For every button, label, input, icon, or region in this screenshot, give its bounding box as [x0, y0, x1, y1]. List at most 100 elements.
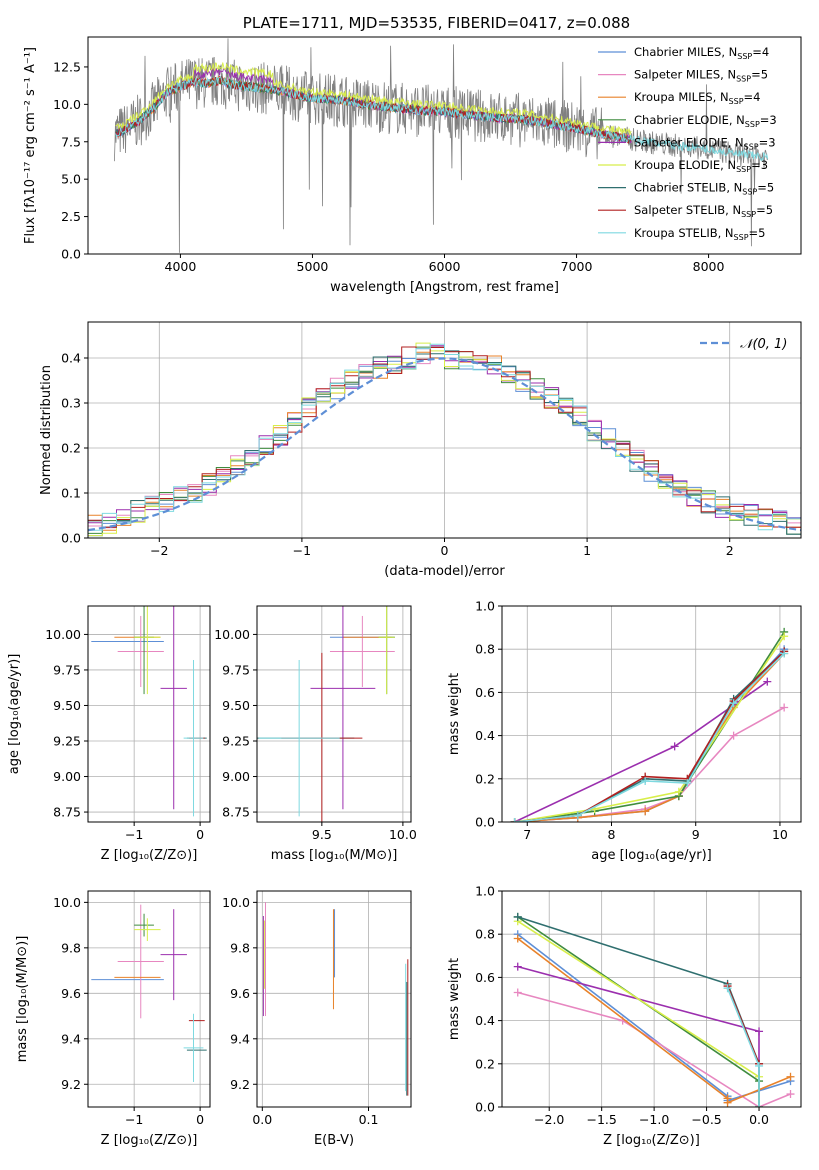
mw_age-ytick-label: 0.2 [475, 771, 495, 786]
mw_age-plot-area [510, 627, 789, 822]
legend-entry-count: =5 [749, 226, 766, 240]
legend-entry: Salpeter MILES, NSSP=5 [634, 68, 768, 84]
age_mass-ytick-label: 9.25 [222, 734, 250, 749]
age_z-xtick-label: 0 [196, 827, 204, 842]
mass-weight-marker [723, 1098, 732, 1107]
mw_z-ytick-label: 0.6 [475, 970, 495, 985]
legend-entry-sub: SSP [734, 233, 749, 242]
mass-weight-line [514, 635, 785, 822]
spectrum-xtick-label: 8000 [693, 259, 725, 274]
mw_age-xtick-label: 10 [772, 827, 788, 842]
spectrum-ytick-label: 12.5 [53, 59, 81, 74]
mass-weight-marker [786, 1072, 795, 1081]
mass_z-ytick-label: 10.0 [53, 895, 81, 910]
mw_age-xtick-label: 8 [608, 827, 616, 842]
legend-entry-count: =5 [756, 203, 773, 217]
mass_ebv-xtick-label: 0.0 [252, 1112, 272, 1127]
legend-entry: Kroupa STELIB, NSSP=5 [634, 226, 765, 242]
mw_z-ytick-label: 0.2 [475, 1056, 495, 1071]
mass_ebv-ytick-label: 9.6 [230, 986, 250, 1001]
mw_age-xlabel: age [log₁₀(age/yr)] [591, 848, 712, 863]
mw_z-ytick-label: 0.8 [475, 927, 495, 942]
age_mass-ytick-label: 8.75 [222, 805, 250, 820]
legend-entry-name: Kroupa ELODIE, N [634, 158, 736, 172]
mass_ebv-ytick-label: 9.4 [230, 1031, 250, 1046]
residuals-xtick-label: 1 [583, 543, 591, 558]
legend-entry-sub: SSP [745, 120, 760, 129]
mass-weight-marker [729, 731, 738, 740]
legend-entry-name: Chabrier ELODIE, N [634, 113, 745, 127]
legend-entry-name: Salpeter ELODIE, N [634, 135, 744, 149]
residuals-xtick-label: 2 [726, 543, 734, 558]
mass-weight-marker [780, 632, 789, 641]
mw_age-frame [501, 605, 802, 823]
mass_ebv-plot-area [262, 902, 409, 1096]
age_z-xtick-label: −1 [125, 827, 143, 842]
mass-weight-marker [780, 703, 789, 712]
residuals-ytick-label: 0.0 [61, 531, 81, 546]
gaussian-legend-label: 𝒩(0, 1) [740, 337, 787, 352]
spectrum-frame [87, 36, 802, 255]
mass-weight-line [726, 985, 760, 1065]
mass_z-panel: −1 0 9.2 9.4 9.6 9.8 10.0 Z [log₁₀(Z/Z⊙)] mass [… [15, 890, 211, 1148]
age_z-ylabel: age [log₁₀(age/yr)] [7, 654, 22, 775]
spectrum-ytick-label: 7.5 [61, 134, 81, 149]
mass_ebv-ytick-label: 9.8 [230, 940, 250, 955]
age_z-ytick-label: 10.00 [45, 627, 81, 642]
spectrum-title: PLATE=1711, MJD=53535, FIBERID=0417, z=0… [243, 14, 630, 32]
age_z-frame [87, 605, 211, 823]
mass-weight-marker [755, 1103, 764, 1107]
mass_ebv-frame [256, 890, 412, 1108]
legend-entry-name: Chabrier STELIB, N [634, 181, 742, 195]
legend-entry: Salpeter STELIB, NSSP=5 [634, 203, 773, 219]
residual-histogram-step [88, 343, 801, 531]
spectrum-xtick-label: 7000 [561, 259, 593, 274]
mw_z-xtick-label: −1.5 [586, 1112, 616, 1127]
mw_age-xtick-label: 9 [692, 827, 700, 842]
mw_z-ylabel: mass weight [447, 958, 462, 1040]
spectrum-panel: 4000 5000 6000 7000 8000 0.0 2.5 5.0 7.5 10.0 12.5… [23, 14, 802, 295]
residuals-xtick-label: −2 [150, 543, 168, 558]
age_z-xlabel: Z [log₁₀(Z/Z⊙)] [101, 848, 198, 863]
mass-weight-marker [513, 934, 522, 943]
legend-entry-name: Kroupa STELIB, N [634, 226, 734, 240]
mass_z-xtick-label: −1 [125, 1112, 143, 1127]
legend-entry: Chabrier MILES, NSSP=4 [634, 45, 769, 61]
age_mass-ytick-label: 10.00 [214, 627, 250, 642]
mw_z-panel: −2.0 −1.5 −1.0 −0.5 0.0 0.0 0.2 0.4 0.6 0.8 1.0 Z [… [447, 884, 802, 1148]
mass_z-ytick-label: 9.6 [61, 986, 81, 1001]
mass_z-frame [87, 890, 211, 1108]
legend-entry: Chabrier STELIB, NSSP=5 [634, 181, 774, 197]
gaussian-reference-line [88, 357, 801, 532]
mass-weight-marker [641, 776, 650, 785]
spectrum-ylabel: Flux [fλ10⁻¹⁷ erg cm⁻² s⁻¹ A⁻¹] [23, 47, 38, 244]
mass-weight-marker [513, 962, 522, 971]
mass_z-ytick-label: 9.8 [61, 940, 81, 955]
legend-entry-sub: SSP [736, 75, 751, 84]
mass-weight-marker [786, 1090, 795, 1099]
mw_age-xtick-label: 7 [523, 827, 531, 842]
spectrum-ytick-label: 5.0 [61, 172, 81, 187]
spectrum-ytick-label: 10.0 [53, 97, 81, 112]
residuals-ytick-label: 0.1 [61, 486, 81, 501]
mw_z-plot-area [513, 912, 795, 1107]
mass-weight-marker [723, 984, 732, 993]
mass-weight-marker [513, 988, 522, 997]
legend-entry-name: Chabrier MILES, N [634, 45, 737, 59]
legend-entry-sub: SSP [729, 97, 744, 106]
mass-weight-marker [513, 912, 522, 921]
mass_z-xlabel: Z [log₁₀(Z/Z⊙)] [101, 1133, 198, 1148]
age_mass-ytick-label: 9.00 [222, 769, 250, 784]
residuals-ytick-label: 0.2 [61, 441, 81, 456]
age_mass-xtick-label: 9.5 [312, 827, 332, 842]
age_mass-ytick-label: 9.50 [222, 698, 250, 713]
legend-entry-name: Kroupa MILES, N [634, 90, 729, 104]
age_z-ytick-label: 9.50 [53, 698, 81, 713]
spectrum-xtick-label: 6000 [429, 259, 461, 274]
mass_ebv-xtick-label: 0.1 [359, 1112, 379, 1127]
mw_z-xtick-label: −0.5 [691, 1112, 721, 1127]
mass_z-ylabel: mass [log₁₀(M/M⊙)] [15, 936, 30, 1063]
mass_z-ytick-label: 9.4 [61, 1031, 81, 1046]
